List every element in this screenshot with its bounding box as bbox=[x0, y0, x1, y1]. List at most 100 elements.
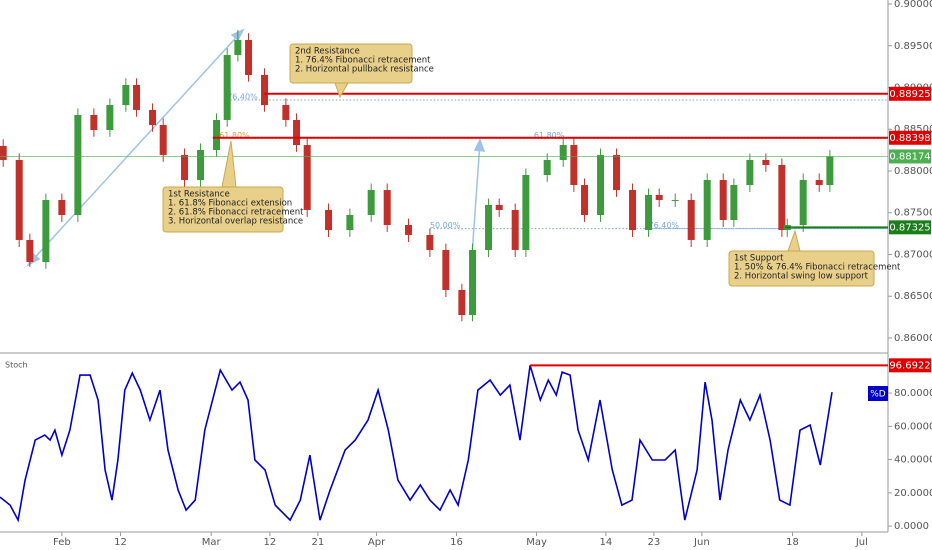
level-label: 0.88398 bbox=[889, 133, 930, 144]
fib-level-label: 61.80% bbox=[219, 131, 250, 140]
candle-body bbox=[778, 164, 786, 231]
candle-body bbox=[0, 145, 7, 160]
y-tick-label: 0.87000 bbox=[894, 249, 932, 260]
y-tick-label: 0.87500 bbox=[894, 208, 932, 219]
series-name: %D bbox=[870, 390, 886, 400]
candle-body bbox=[826, 156, 834, 186]
candle-body bbox=[245, 39, 253, 75]
candle-body bbox=[15, 159, 23, 240]
annotation-line: 1. 61.8% Fibonacci extension bbox=[168, 199, 292, 209]
fib-level-label: 76.40% bbox=[649, 221, 680, 230]
level-label: 0.87325 bbox=[889, 222, 930, 233]
fib-level-label: 61.80% bbox=[534, 131, 565, 140]
candle-body bbox=[719, 180, 727, 220]
y-ticks: 0.0000 20.0000 40.0000 60.0000 80.0000 bbox=[888, 388, 932, 532]
y-tick-label: 0.90000 bbox=[894, 0, 932, 10]
fib-level-label: 76.40% bbox=[227, 93, 258, 102]
candle-body bbox=[122, 84, 130, 106]
x-tick-label: 12 bbox=[114, 537, 127, 548]
candle-body bbox=[645, 194, 653, 231]
candle-body bbox=[799, 180, 807, 226]
annotation-title: 2nd Resistance bbox=[295, 47, 360, 57]
annotation-line: 3. Horizontal overlap resistance bbox=[168, 217, 303, 227]
y-tick-label: 0.86500 bbox=[894, 291, 932, 302]
level-label-box bbox=[889, 130, 931, 145]
level-label-box bbox=[889, 149, 931, 164]
annotation-line: 1. 76.4% Fibonacci retracement bbox=[295, 56, 431, 66]
candle-body bbox=[469, 249, 477, 316]
x-tick-label: 14 bbox=[599, 537, 612, 548]
candle-body bbox=[26, 239, 34, 262]
x-tick-label: May bbox=[526, 537, 547, 548]
annotation-title: 1st Resistance bbox=[168, 190, 230, 200]
candle-body bbox=[213, 119, 221, 151]
level-label-box bbox=[889, 358, 931, 373]
candle-body bbox=[703, 180, 711, 240]
candle-body bbox=[293, 119, 301, 146]
candle-body bbox=[133, 84, 141, 110]
indicator-line bbox=[0, 365, 833, 523]
candle-body bbox=[687, 199, 695, 240]
candle-body bbox=[149, 109, 157, 125]
series-name-box bbox=[868, 386, 888, 401]
candle-body bbox=[730, 185, 738, 220]
candle-body bbox=[346, 214, 354, 231]
level-label: 0.88925 bbox=[889, 89, 930, 100]
fib-level-label: 50.00% bbox=[430, 221, 461, 230]
x-tick-label: Jul bbox=[855, 537, 868, 548]
annotation-title: 1st Support bbox=[734, 254, 784, 264]
candle-body bbox=[74, 114, 82, 215]
indicator-title: Stoch bbox=[5, 361, 28, 370]
candle-body bbox=[159, 124, 167, 155]
y-tick-label: 40.0000 bbox=[894, 455, 932, 466]
x-tick-label: Mar bbox=[202, 537, 222, 548]
candle-body bbox=[58, 199, 66, 215]
candle-body bbox=[495, 204, 503, 210]
candle-body bbox=[511, 209, 519, 250]
candle-body bbox=[261, 74, 269, 106]
candle-body bbox=[325, 209, 333, 231]
candle-body bbox=[762, 159, 770, 165]
annotation-box bbox=[289, 43, 413, 84]
x-tick-label: 23 bbox=[647, 537, 660, 548]
x-tick-label: Jun bbox=[693, 537, 710, 548]
trend-arrows bbox=[26, 28, 486, 267]
annotation-line: 2. Horizontal pullback resistance bbox=[295, 65, 434, 75]
candle-body bbox=[613, 154, 621, 191]
y-tick-label: 20.0000 bbox=[894, 488, 932, 499]
candle-body bbox=[629, 190, 637, 231]
candle-body bbox=[405, 225, 413, 235]
candles bbox=[0, 29, 834, 322]
candle-body bbox=[282, 105, 290, 120]
trend-arrow bbox=[27, 29, 244, 266]
candle-body bbox=[383, 190, 391, 226]
candle-body bbox=[42, 199, 50, 262]
level-label-box bbox=[889, 86, 931, 101]
y-tick-label: 60.0000 bbox=[894, 421, 932, 432]
candle-body bbox=[671, 199, 679, 201]
candle-body bbox=[522, 174, 530, 250]
annotation-box bbox=[162, 186, 284, 233]
candle-body bbox=[442, 249, 450, 290]
annotation-line: 2. 61.8% Fibonacci retracement bbox=[168, 208, 304, 218]
candle-body bbox=[234, 39, 242, 56]
candle-body bbox=[485, 204, 493, 250]
x-tick-label: 12 bbox=[263, 537, 276, 548]
candle-body bbox=[106, 105, 114, 130]
y-tick-label: 0.89500 bbox=[894, 41, 932, 52]
annotation-line: 2. Horizontal swing low support bbox=[734, 272, 869, 282]
y-tick-label: 0.0000 bbox=[894, 521, 929, 532]
y-ticks: 0.86000 0.86500 0.87000 0.87500 0.88000 0.885… bbox=[888, 0, 932, 344]
y-tick-label: 80.0000 bbox=[894, 388, 932, 399]
x-tick-label: 18 bbox=[786, 537, 799, 548]
annotation-line: 1. 50% & 76.4% Fibonacci retracement bbox=[734, 263, 901, 273]
level-label-box bbox=[889, 220, 931, 235]
candle-body bbox=[581, 185, 589, 215]
candle-body bbox=[303, 145, 311, 210]
level-label: 0.88174 bbox=[889, 151, 930, 162]
candle-body bbox=[197, 150, 205, 181]
candle-body bbox=[458, 289, 466, 316]
